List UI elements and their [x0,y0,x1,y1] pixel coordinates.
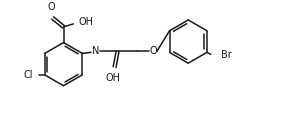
Text: N: N [92,46,100,56]
Text: OH: OH [105,73,120,83]
Text: OH: OH [78,17,93,27]
Text: Br: Br [221,50,232,60]
Text: Cl: Cl [24,70,33,80]
Text: O: O [149,46,157,56]
Text: O: O [48,2,56,12]
